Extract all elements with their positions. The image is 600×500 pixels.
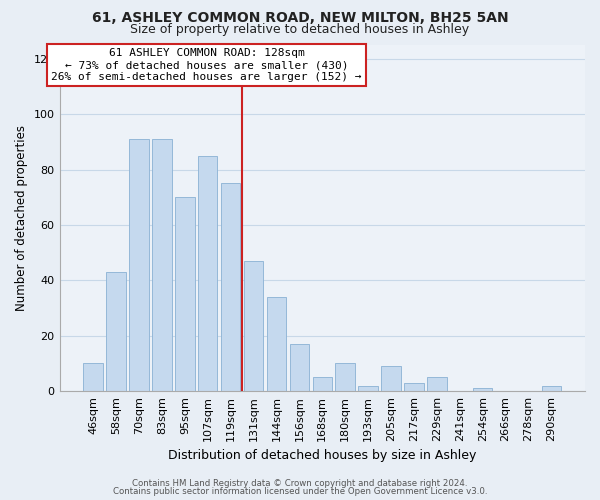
Bar xyxy=(335,364,355,391)
Bar xyxy=(244,261,263,391)
Bar xyxy=(106,272,126,391)
Text: 61, ASHLEY COMMON ROAD, NEW MILTON, BH25 5AN: 61, ASHLEY COMMON ROAD, NEW MILTON, BH25… xyxy=(92,11,508,25)
X-axis label: Distribution of detached houses by size in Ashley: Distribution of detached houses by size … xyxy=(168,450,476,462)
Bar xyxy=(129,139,149,391)
Bar xyxy=(404,383,424,391)
Text: 61 ASHLEY COMMON ROAD: 128sqm
← 73% of detached houses are smaller (430)
26% of : 61 ASHLEY COMMON ROAD: 128sqm ← 73% of d… xyxy=(52,48,362,82)
Bar xyxy=(313,378,332,391)
Bar xyxy=(152,139,172,391)
Y-axis label: Number of detached properties: Number of detached properties xyxy=(15,125,28,311)
Bar xyxy=(83,364,103,391)
Bar xyxy=(381,366,401,391)
Bar xyxy=(221,184,241,391)
Bar xyxy=(290,344,309,391)
Bar xyxy=(427,378,446,391)
Text: Contains HM Land Registry data © Crown copyright and database right 2024.: Contains HM Land Registry data © Crown c… xyxy=(132,478,468,488)
Bar xyxy=(198,156,217,391)
Bar xyxy=(542,386,561,391)
Bar xyxy=(267,297,286,391)
Bar xyxy=(473,388,493,391)
Text: Size of property relative to detached houses in Ashley: Size of property relative to detached ho… xyxy=(130,22,470,36)
Text: Contains public sector information licensed under the Open Government Licence v3: Contains public sector information licen… xyxy=(113,487,487,496)
Bar xyxy=(175,198,194,391)
Bar xyxy=(358,386,378,391)
